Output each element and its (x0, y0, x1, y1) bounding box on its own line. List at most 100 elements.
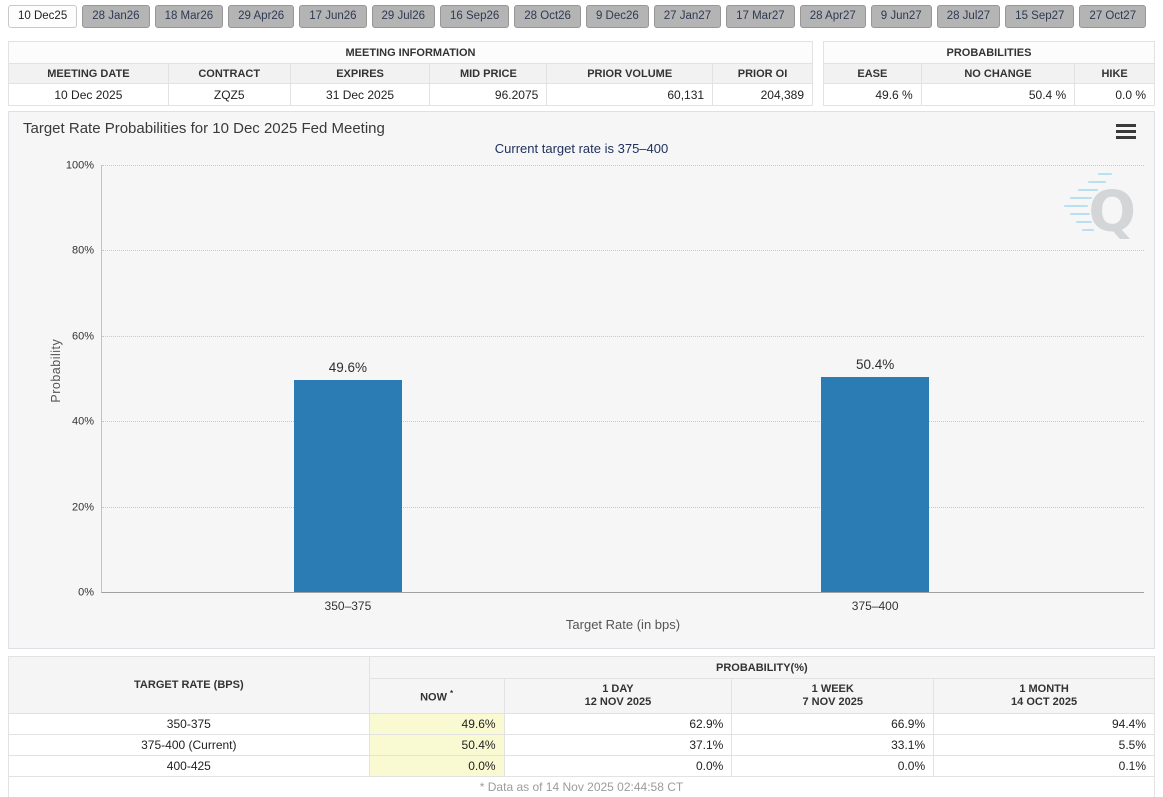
no-change-value: 50.4 % (920, 83, 1076, 106)
history-group-header-row: TARGET RATE (BPS) PROBABILITY(%) (8, 656, 1156, 714)
col-mid-price: MID PRICE (429, 63, 548, 84)
plot-area: 100% 80% 60% 40% 20% 0% Probability 49.6… (49, 160, 1144, 632)
tab-meeting-3[interactable]: 29 Apr26 (228, 5, 295, 28)
probabilities-title: PROBABILITIES (823, 41, 1155, 64)
gridline-60 (102, 335, 1144, 337)
col-expires: EXPIRES (289, 63, 431, 84)
chart-subtitle: Current target rate is 375–400 (494, 141, 669, 156)
col-probability-group: PROBABILITY(%) (368, 656, 1156, 679)
col-hike: HIKE (1074, 63, 1155, 84)
gridline-100 (102, 165, 1144, 166)
day1-value: 62.9% (503, 713, 733, 735)
now-value: 49.6% (368, 713, 505, 735)
bar-value-label: 49.6% (328, 360, 368, 376)
tab-meeting-6[interactable]: 16 Sep26 (440, 5, 510, 28)
week1-value: 0.0% (731, 755, 935, 777)
gridline-20 (102, 506, 1144, 508)
meeting-information-table: MEETING INFORMATION MEETING DATE CONTRAC… (8, 41, 813, 106)
month1-value: 94.4% (933, 713, 1155, 735)
prior-volume-value: 60,131 (546, 83, 714, 106)
col-meeting-date: MEETING DATE (8, 63, 169, 84)
col-1-day: 1 DAY 12 NOV 2025 (503, 678, 733, 714)
hike-value: 0.0 % (1074, 83, 1155, 106)
probabilities-data-row: 49.6 % 50.4 % 0.0 % (823, 83, 1155, 106)
month1-value: 0.1% (933, 755, 1155, 777)
rate-label: 375-400 (Current) (8, 734, 370, 756)
ytick-20: 20% (71, 501, 94, 514)
contract-value: ZQZ5 (167, 83, 291, 106)
gridline-80 (102, 250, 1144, 252)
rate-label: 350-375 (8, 713, 370, 735)
xtick-375-400: 375–400 (851, 599, 899, 613)
tab-meeting-15[interactable]: 27 Oct27 (1079, 5, 1147, 28)
tab-meeting-10[interactable]: 17 Mar27 (726, 5, 795, 28)
prior-oi-value: 204,389 (712, 83, 813, 106)
meeting-info-header-row: MEETING DATE CONTRACT EXPIRES MID PRICE … (8, 63, 813, 84)
tab-meeting-13[interactable]: 28 Jul27 (936, 5, 1001, 28)
bar-group-350-375: 49.6% (293, 165, 403, 592)
x-axis-title: Target Rate (in bps) (565, 617, 681, 632)
tab-meeting-1[interactable]: 28 Jan26 (82, 5, 150, 28)
bar-350-375[interactable] (293, 380, 402, 592)
chart-title: Target Rate Probabilities for 10 Dec 202… (23, 120, 385, 137)
ytick-100: 100% (65, 159, 94, 172)
col-no-change: NO CHANGE (920, 63, 1076, 84)
watermark-q-letter: Q (1088, 180, 1136, 245)
expires-value: 31 Dec 2025 (289, 83, 431, 106)
week1-value: 66.9% (731, 713, 935, 735)
now-asterisk: * (450, 689, 454, 699)
day1-value: 37.1% (503, 734, 733, 756)
tab-meeting-8[interactable]: 9 Dec26 (585, 5, 649, 28)
col-now: NOW * (368, 678, 505, 714)
tab-meeting-14[interactable]: 15 Sep27 (1005, 5, 1075, 28)
col-prior-volume: PRIOR VOLUME (546, 63, 714, 84)
tab-meeting-11[interactable]: 28 Apr27 (799, 5, 866, 28)
history-row-400-425: 400-425 0.0% 0.0% 0.0% 0.1% (8, 755, 1155, 777)
tab-meeting-12[interactable]: 9 Jun27 (870, 5, 932, 28)
meeting-info-title: MEETING INFORMATION (8, 41, 813, 64)
col-1-week: 1 WEEK 7 NOV 2025 (731, 678, 935, 714)
quikstrike-watermark-icon: Q (1064, 167, 1142, 251)
tab-meeting-5[interactable]: 29 Jul26 (371, 5, 436, 28)
ytick-80: 80% (71, 244, 94, 257)
tab-meeting-4[interactable]: 17 Jun26 (299, 5, 367, 28)
ytick-40: 40% (71, 415, 94, 428)
y-axis-title: Probability (48, 338, 63, 403)
meeting-date-tabbar: 10 Dec25 28 Jan26 18 Mar26 29 Apr26 17 J… (0, 0, 1163, 28)
probabilities-header-row: EASE NO CHANGE HIKE (823, 63, 1155, 84)
history-sub-header-row: NOW * 1 DAY 12 NOV 2025 1 WEEK 7 NOV 2025 … (9, 678, 1155, 714)
probability-history-table: TARGET RATE (BPS) PROBABILITY(%) NOW * 1… (8, 656, 1156, 797)
chart-menu-icon[interactable] (1116, 124, 1136, 142)
ytick-60: 60% (71, 330, 94, 343)
rate-label: 400-425 (8, 755, 370, 777)
history-row-375-400: 375-400 (Current) 50.4% 37.1% 33.1% 5.5% (8, 734, 1155, 756)
mid-price-value: 96.2075 (429, 83, 548, 106)
col-prior-oi: PRIOR OI (712, 63, 813, 84)
ease-value: 49.6 % (823, 83, 922, 106)
col-ease: EASE (823, 63, 922, 84)
bar-group-375-400: 50.4% (820, 165, 930, 592)
week1-value: 33.1% (731, 734, 935, 756)
history-row-350-375: 350-375 49.6% 62.9% 66.9% 94.4% (8, 713, 1155, 735)
now-value: 0.0% (368, 755, 505, 777)
bar-375-400[interactable] (821, 376, 930, 592)
target-rate-probability-chart: Target Rate Probabilities for 10 Dec 202… (8, 111, 1155, 649)
col-contract: CONTRACT (167, 63, 291, 84)
now-value: 50.4% (368, 734, 505, 756)
tab-meeting-2[interactable]: 18 Mar26 (154, 5, 224, 28)
tab-meeting-0[interactable]: 10 Dec25 (8, 5, 78, 28)
col-target-rate-bps: TARGET RATE (BPS) (8, 656, 370, 714)
summary-tables-row: MEETING INFORMATION MEETING DATE CONTRAC… (8, 41, 1155, 106)
month1-value: 5.5% (933, 734, 1155, 756)
probabilities-summary-table: PROBABILITIES EASE NO CHANGE HIKE 49.6 %… (823, 41, 1155, 106)
ytick-0: 0% (78, 586, 94, 599)
bar-value-label: 50.4% (856, 356, 895, 372)
meeting-info-data-row: 10 Dec 2025 ZQZ5 31 Dec 2025 96.2075 60,… (8, 83, 813, 106)
meeting-date-value: 10 Dec 2025 (8, 83, 169, 106)
data-as-of-footnote: * Data as of 14 Nov 2025 02:44:58 CT (8, 776, 1155, 797)
day1-value: 0.0% (503, 755, 733, 777)
tab-meeting-9[interactable]: 27 Jan27 (653, 5, 722, 28)
col-1-month: 1 MONTH 14 OCT 2025 (933, 678, 1155, 714)
tab-meeting-7[interactable]: 28 Oct26 (514, 5, 581, 28)
gridline-40 (102, 421, 1144, 423)
